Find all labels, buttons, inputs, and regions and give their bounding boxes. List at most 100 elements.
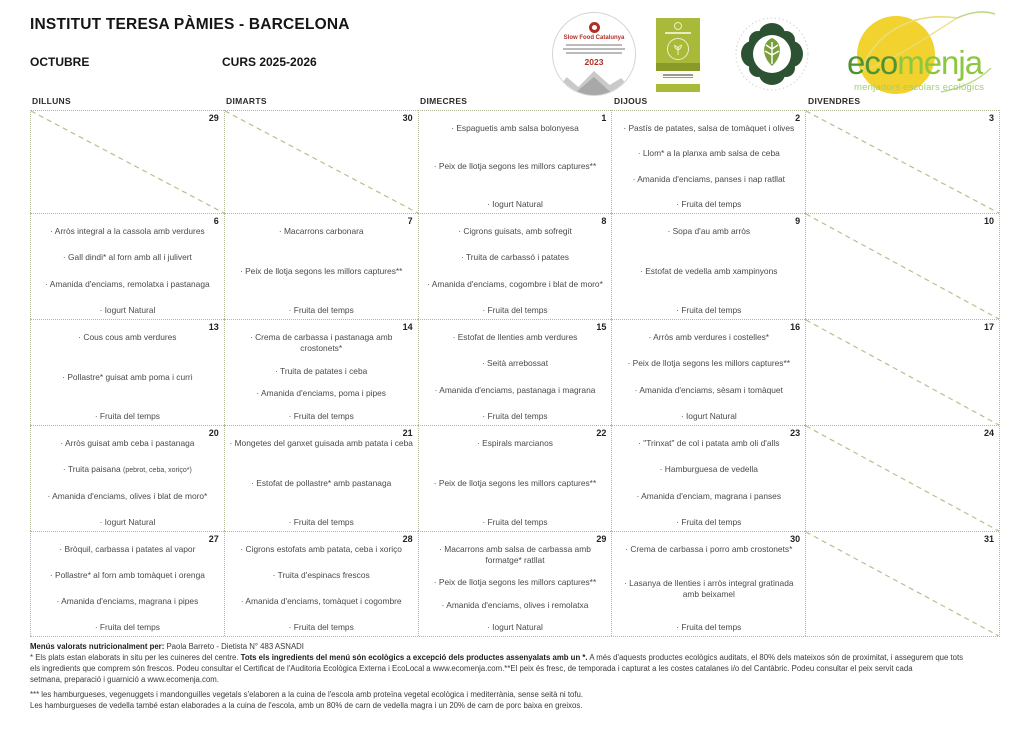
menja-rosette-logo bbox=[735, 17, 809, 91]
day-number: 28 bbox=[402, 534, 413, 544]
calendar-cell-day-20: 20 · Arròs guisat amb ceba i pastanaga · T… bbox=[30, 425, 224, 531]
ecomenja-subtitle: menjadors escolars ecològics bbox=[854, 82, 985, 93]
menu-item: · Fruita del temps bbox=[94, 411, 160, 422]
menu-item: · Estofat de vedella amb xampinyons bbox=[640, 265, 778, 276]
day-number: 8 bbox=[601, 216, 607, 226]
menu-item: · Hamburguesa de vedella bbox=[659, 464, 758, 475]
day-number: 9 bbox=[795, 216, 801, 226]
menu-item: · Iogurt Natural bbox=[487, 622, 543, 633]
empty-day-diagonal-icon bbox=[806, 426, 999, 531]
menu-item: · Peix de llotja segons les millors capt… bbox=[433, 477, 597, 488]
menu-item: · Fruita del temps bbox=[676, 517, 742, 528]
day-number: 29 bbox=[596, 534, 607, 544]
menu-item: · Espaguetis amb salsa bolonyesa bbox=[451, 123, 579, 133]
menu-item: · Truita d'espinacs frescos bbox=[272, 570, 370, 581]
menu-item: · Fruita del temps bbox=[482, 305, 548, 316]
calendar-cell-day-13: 13 · Cous cous amb verdures · Pollastre* g… bbox=[30, 319, 224, 425]
menu-item: · Lasanya de llenties i arròs integral g… bbox=[624, 577, 794, 599]
calendar-cell-day-27: 27 · Bròquil, carbassa i patates al vapor… bbox=[30, 531, 224, 636]
calendar-cell-day-29: 29 · Macarrons amb salsa de carbassa amb … bbox=[417, 531, 612, 636]
empty-day-diagonal-icon bbox=[806, 320, 999, 425]
calendar-cell-day-23: 23 · "Trinxat" de col i patata amb oli d'… bbox=[611, 425, 806, 531]
day-number: 24 bbox=[983, 428, 994, 438]
empty-day-diagonal-icon bbox=[806, 111, 999, 213]
empty-day-diagonal-icon bbox=[806, 532, 999, 636]
menu-item: · Pollastre* al forn amb tomàquet i oren… bbox=[49, 570, 205, 581]
menu-item: · Truita paisana (pebrot, ceba, xoriço*) bbox=[62, 464, 192, 475]
course-label: CURS 2025-2026 bbox=[222, 55, 317, 69]
menu-item: · Amanida d'enciams, pastanaga i magrana bbox=[434, 384, 596, 395]
menu-item: · Arròs amb verdures i costelles* bbox=[648, 332, 770, 342]
menu-items: · Cigrons estofats amb patata, ceba i xo… bbox=[225, 532, 418, 636]
day-number: 20 bbox=[208, 428, 219, 438]
calendar-cell-day-16: 16 · Arròs amb verdures i costelles* · Pei… bbox=[611, 319, 806, 425]
day-number: 2 bbox=[795, 113, 801, 123]
calendar-cell-day-29: 29 bbox=[30, 110, 224, 213]
day-header-divendres: DIVENDRES bbox=[808, 96, 861, 106]
menu-item: · Sopa d'au amb arròs bbox=[667, 226, 751, 236]
day-number: 22 bbox=[596, 428, 607, 438]
snail-icon bbox=[588, 22, 600, 33]
calendar-cell-day-7: 7 · Macarrons carbonara · Peix de llotja s… bbox=[223, 213, 418, 319]
menu-items: · "Trinxat" de col i patata amb oli d'al… bbox=[612, 426, 805, 531]
day-number: 15 bbox=[596, 322, 607, 332]
menu-item: · Arròs integral a la cassola amb verdur… bbox=[50, 226, 205, 236]
menu-item: · Llom* a la planxa amb salsa de ceba bbox=[637, 148, 780, 159]
day-number: 21 bbox=[402, 428, 413, 438]
menu-item: · Fruita del temps bbox=[288, 517, 354, 528]
menu-item: · Peix de llotja segons les millors capt… bbox=[433, 577, 597, 588]
menu-item: · Fruita del temps bbox=[94, 622, 160, 633]
menu-item: · Macarrons carbonara bbox=[278, 226, 364, 236]
empty-day-diagonal-icon bbox=[225, 111, 418, 213]
day-number: 10 bbox=[983, 216, 994, 226]
menu-item: · Pastís de patates, salsa de tomàquet i… bbox=[623, 123, 795, 133]
menu-items: · Cous cous amb verdures · Pollastre* gui… bbox=[31, 320, 224, 425]
menu-item: · Cous cous amb verdures bbox=[78, 332, 177, 342]
ecomenja-logo: ecomenja menjadors escolars ecològics bbox=[845, 8, 1017, 100]
calendar-cell-day-9: 9 · Sopa d'au amb arròs · Estofat de vedel… bbox=[611, 213, 806, 319]
menu-item: · Truita de patates i ceba bbox=[275, 365, 368, 376]
day-number: 14 bbox=[402, 322, 413, 332]
menu-item: · Estofat de llenties amb verdures bbox=[452, 332, 578, 342]
menu-item: · Peix de llotja segons les millors capt… bbox=[627, 358, 791, 369]
menu-item: · Amanida d'enciams, tomàquet i cogombre bbox=[240, 596, 402, 607]
day-header-dimecres: DIMECRES bbox=[420, 96, 468, 106]
footer-line: Menús valorats nutricionalment per: Paol… bbox=[30, 642, 304, 651]
calendar-cell-day-30: 30 bbox=[223, 110, 418, 213]
menu-items: · Espirals marcianos · Peix de llotja seg… bbox=[419, 426, 612, 531]
eco-certification-badge bbox=[656, 18, 700, 92]
menu-item: · Mongetes del ganxet guisada amb patata… bbox=[229, 438, 413, 448]
menu-item: · Amanida d'enciams, poma i pipes bbox=[256, 388, 386, 399]
menu-item: · Bròquil, carbassa i patates al vapor bbox=[59, 544, 196, 554]
menu-item: · Fruita del temps bbox=[676, 199, 742, 210]
menu-item: · Fruita del temps bbox=[288, 411, 354, 422]
day-number: 30 bbox=[402, 113, 413, 123]
menu-item: · Amanida d'enciams, olives i blat de mo… bbox=[47, 490, 208, 501]
day-number: 13 bbox=[208, 322, 219, 332]
calendar-cell-day-21: 21 · Mongetes del ganxet guisada amb pata… bbox=[223, 425, 418, 531]
menu-item: · Amanida d'enciams, magrana i pipes bbox=[56, 596, 199, 607]
empty-day-diagonal-icon bbox=[31, 111, 224, 213]
menu-item: · Peix de llotja segons les millors capt… bbox=[239, 265, 403, 276]
day-header-dilluns: DILLUNS bbox=[32, 96, 71, 106]
menu-items: · Estofat de llenties amb verdures · Seit… bbox=[419, 320, 612, 425]
menu-items: · Bròquil, carbassa i patates al vapor · … bbox=[31, 532, 224, 636]
menu-items: · Mongetes del ganxet guisada amb patata… bbox=[225, 426, 418, 531]
footer-notes: Menús valorats nutricionalment per: Paol… bbox=[30, 641, 998, 711]
calendar-cell-day-10: 10 bbox=[805, 213, 999, 319]
menu-items: · Crema de carbassa i pastanaga amb cros… bbox=[225, 320, 418, 425]
calendar-cell-day-14: 14 · Crema de carbassa i pastanaga amb cr… bbox=[223, 319, 418, 425]
menu-item: · Fruita del temps bbox=[288, 622, 354, 633]
page-title: INSTITUT TERESA PÀMIES - BARCELONA bbox=[30, 16, 350, 33]
day-number: 6 bbox=[213, 216, 219, 226]
menu-items: · Arròs integral a la cassola amb verdur… bbox=[31, 214, 224, 319]
day-number: 17 bbox=[983, 322, 994, 332]
menu-item: · "Trinxat" de col i patata amb oli d'al… bbox=[638, 438, 780, 448]
menu-items: · Arròs amb verdures i costelles* · Peix … bbox=[612, 320, 805, 425]
footer-line: * Els plats estan elaborats in situ per … bbox=[30, 653, 964, 662]
calendar-cell-day-30: 30 · Crema de carbassa i porro amb crosto… bbox=[611, 531, 806, 636]
menu-item: · Fruita del temps bbox=[676, 305, 742, 316]
menu-item: · Gall dindi* al forn amb all i julivert bbox=[62, 252, 192, 263]
ecomenja-wordmark: ecomenja bbox=[847, 44, 983, 81]
menu-item: · Fruita del temps bbox=[676, 622, 742, 633]
